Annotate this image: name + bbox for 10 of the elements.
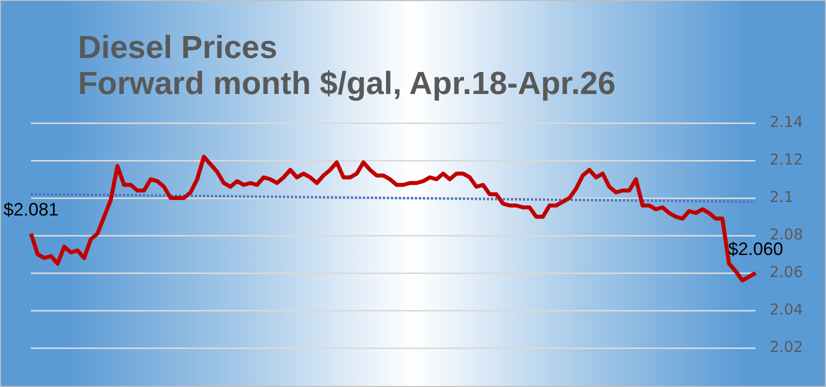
y-tick-label: 2.06 — [770, 262, 804, 281]
y-tick-label: 2.1 — [770, 188, 794, 206]
data-label: $2.081 — [3, 200, 59, 220]
chart-subtitle: Forward month $/gal, Apr.18-Apr.26 — [78, 65, 616, 101]
chart-title: Diesel Prices — [78, 29, 278, 65]
y-tick-label: 2.12 — [770, 150, 804, 168]
y-tick-label: 2.08 — [770, 225, 804, 244]
y-tick-label: 2.02 — [770, 338, 804, 356]
y-tick-label: 2.14 — [770, 112, 804, 131]
y-tick-label: 2.04 — [770, 300, 804, 318]
